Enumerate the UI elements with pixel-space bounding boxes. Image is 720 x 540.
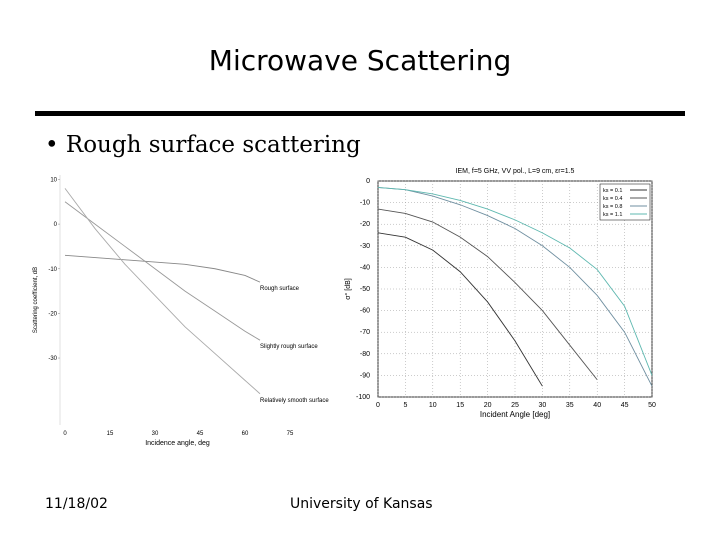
y-axis-label: σ° [dB] bbox=[344, 278, 352, 300]
series-line bbox=[377, 187, 653, 387]
x-axis-label: Incidence angle, deg bbox=[145, 440, 210, 447]
x-tick-label: 50 bbox=[648, 402, 656, 409]
title-rule bbox=[35, 111, 685, 116]
x-tick-label: 30 bbox=[539, 402, 547, 409]
y-tick-label: -10 bbox=[48, 267, 57, 273]
series-line bbox=[64, 254, 261, 283]
y-tick-label: -100 bbox=[356, 394, 370, 401]
x-tick-label: 25 bbox=[511, 402, 519, 409]
footer-date: 11/18/02 bbox=[45, 496, 108, 512]
legend-label: ks = 0.4 bbox=[603, 196, 622, 202]
legend-label: ks = 1.1 bbox=[603, 212, 622, 218]
x-tick-label: 60 bbox=[242, 431, 249, 437]
y-tick-label: -70 bbox=[360, 329, 370, 336]
x-tick-label: 45 bbox=[197, 431, 204, 437]
series-line bbox=[377, 208, 598, 380]
x-tick-label: 15 bbox=[456, 402, 464, 409]
y-tick-label: 0 bbox=[54, 222, 58, 228]
series-line bbox=[377, 187, 653, 376]
x-tick-label: 35 bbox=[566, 402, 574, 409]
y-tick-label: -40 bbox=[360, 264, 370, 271]
y-tick-label: -90 bbox=[360, 372, 370, 379]
y-tick-label: -80 bbox=[360, 351, 370, 358]
y-tick-label: 0 bbox=[366, 178, 370, 185]
footer-org: University of Kansas bbox=[290, 496, 433, 512]
x-tick-label: 75 bbox=[287, 431, 294, 437]
series-line bbox=[377, 232, 543, 387]
series-label: Slightly rough surface bbox=[260, 344, 318, 350]
y-tick-label: -20 bbox=[360, 221, 370, 228]
y-tick-label: -30 bbox=[360, 243, 370, 250]
x-tick-label: 10 bbox=[429, 402, 437, 409]
x-tick-label: 0 bbox=[63, 431, 67, 437]
legend-label: ks = 0.8 bbox=[603, 204, 622, 210]
y-tick-label: -30 bbox=[48, 356, 57, 362]
x-tick-label: 30 bbox=[152, 431, 159, 437]
y-axis-label: Scattering coefficient, dB bbox=[33, 267, 39, 333]
x-tick-label: 40 bbox=[593, 402, 601, 409]
x-tick-label: 0 bbox=[376, 402, 380, 409]
y-tick-label: -10 bbox=[360, 200, 370, 207]
y-tick-label: -60 bbox=[360, 308, 370, 315]
x-axis-label: Incident Angle [deg] bbox=[480, 410, 550, 419]
slide-title: Microwave Scattering bbox=[208, 44, 512, 77]
chart: 10 0 -10 -20 -30 0 15 30 45 60 75 Incidence angle, … bbox=[33, 175, 329, 447]
chart-title: IEM, f=5 GHz, VV pol., L=9 cm, εr=1.5 bbox=[456, 168, 575, 175]
series-label: Relatively smooth surface bbox=[260, 398, 329, 404]
x-tick-label: 15 bbox=[107, 431, 114, 437]
y-tick-label: -50 bbox=[360, 286, 370, 293]
chart: 0 -10 -20 -30 -40 -50 -60 -70 -80 -90 -100 0 5 10 15 20… bbox=[344, 168, 656, 419]
x-tick-label: 20 bbox=[484, 402, 492, 409]
series-line bbox=[64, 188, 261, 395]
series-label: Rough surface bbox=[260, 286, 300, 292]
legend-label: ks = 0.1 bbox=[603, 188, 622, 194]
y-tick-label: 10 bbox=[50, 177, 57, 183]
x-tick-label: 45 bbox=[621, 402, 629, 409]
bullet: • Rough surface scattering bbox=[45, 132, 361, 158]
y-tick-label: -20 bbox=[48, 311, 57, 317]
x-tick-label: 5 bbox=[403, 402, 407, 409]
series-line bbox=[64, 201, 261, 341]
